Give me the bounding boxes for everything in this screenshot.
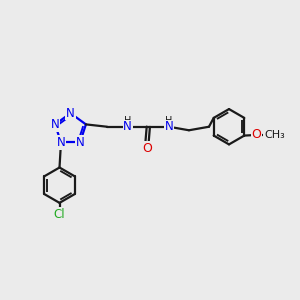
Text: CH₃: CH₃ — [264, 130, 285, 140]
Text: H: H — [165, 116, 172, 126]
Text: N: N — [66, 107, 75, 120]
Text: N: N — [123, 120, 132, 133]
Text: N: N — [165, 120, 173, 133]
Text: N: N — [51, 118, 59, 131]
Text: N: N — [57, 136, 65, 149]
Text: O: O — [252, 128, 262, 141]
Text: N: N — [76, 136, 84, 149]
Text: O: O — [142, 142, 152, 155]
Text: Cl: Cl — [54, 208, 65, 220]
Text: H: H — [124, 116, 131, 126]
